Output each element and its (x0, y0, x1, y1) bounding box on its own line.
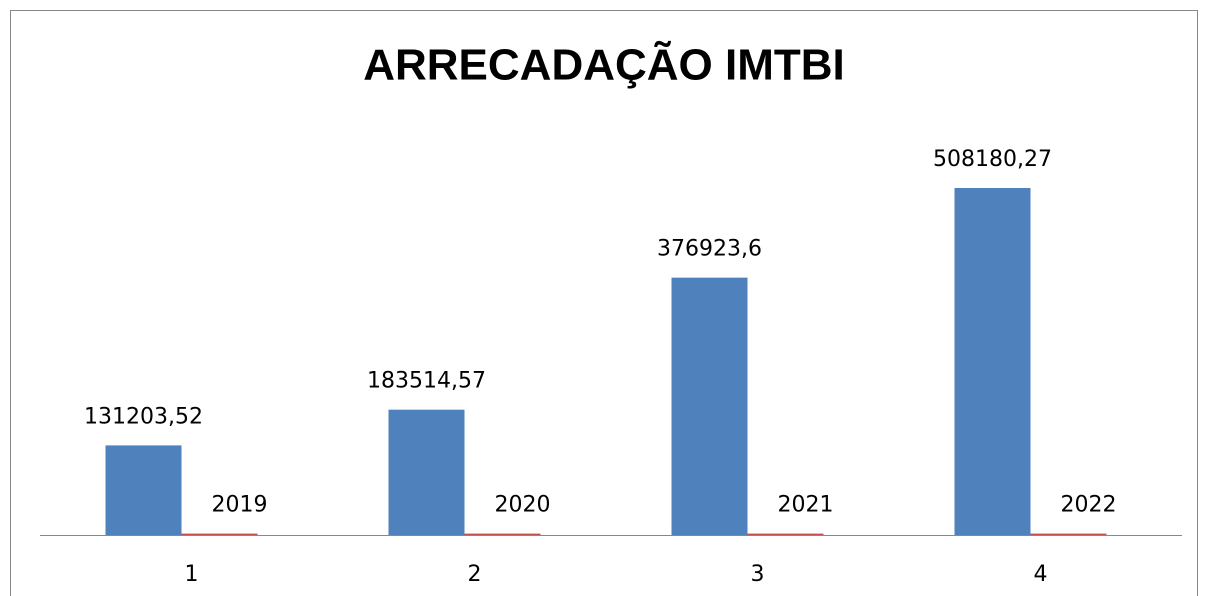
data-label: 376923,6 (657, 237, 762, 262)
data-label: 183514,57 (367, 369, 486, 394)
bar (388, 409, 465, 535)
chart-title: ARRECADAÇÃO IMTBI (363, 40, 845, 90)
bar (747, 533, 824, 535)
bar (181, 533, 258, 535)
data-label: 2019 (212, 493, 268, 518)
bar (464, 533, 541, 535)
x-tick-label: 1 (185, 562, 199, 587)
data-label: 2020 (495, 493, 551, 518)
data-label: 131203,52 (84, 404, 203, 429)
x-tick-label: 2 (468, 562, 482, 587)
bar (671, 277, 748, 535)
bar (105, 445, 182, 535)
bar (954, 188, 1031, 535)
bar (1030, 533, 1107, 535)
data-label: 2021 (778, 493, 834, 518)
data-label: 2022 (1061, 493, 1117, 518)
x-tick-label: 4 (1034, 562, 1048, 587)
x-tick-label: 3 (751, 562, 765, 587)
data-label: 508180,27 (933, 147, 1052, 172)
